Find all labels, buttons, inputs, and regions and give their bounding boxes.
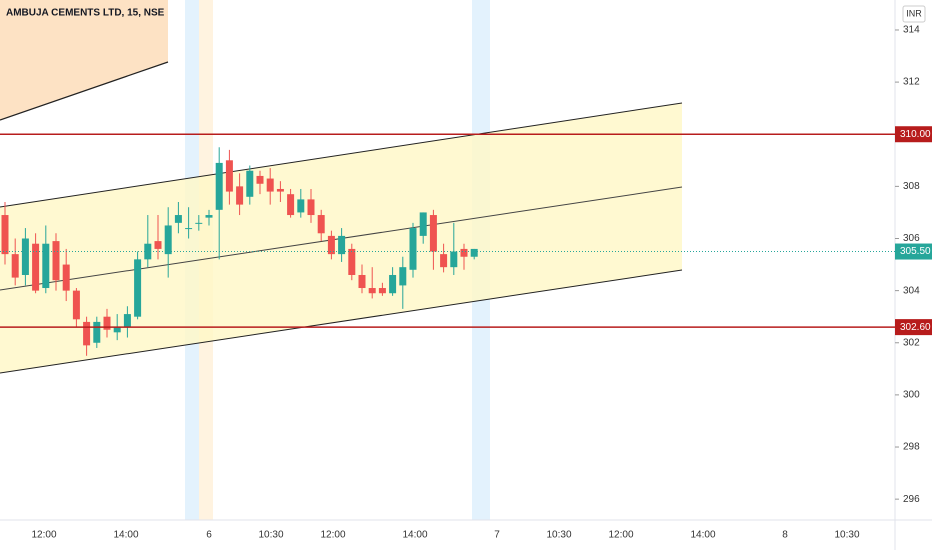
y-tick-label: 296 xyxy=(903,494,920,505)
candle-body xyxy=(409,228,417,270)
candle-body xyxy=(164,225,172,255)
candle-body xyxy=(236,186,244,205)
candle-body xyxy=(42,243,50,289)
x-tick-label: 10:30 xyxy=(546,530,571,541)
candle-body xyxy=(123,314,131,328)
level-tag xyxy=(895,126,932,143)
y-tick-label: 308 xyxy=(903,181,920,192)
y-tick-label: 304 xyxy=(903,285,920,296)
candle-body xyxy=(134,259,142,317)
candle-body xyxy=(358,274,366,289)
x-tick-label: 14:00 xyxy=(690,530,715,541)
level-tag xyxy=(895,319,932,336)
channel-line xyxy=(0,269,683,374)
candle-body xyxy=(205,215,213,218)
candle-body xyxy=(399,267,407,286)
candle-body xyxy=(113,327,121,333)
candle-body xyxy=(72,290,80,320)
candle-body xyxy=(276,188,284,192)
candle-body xyxy=(32,243,40,291)
x-tick-label: 14:00 xyxy=(113,530,138,541)
x-tick-label: 12:00 xyxy=(320,530,345,541)
candle-body xyxy=(460,248,468,257)
last-price-tag xyxy=(895,243,932,260)
candle-body xyxy=(62,264,70,291)
candle-body xyxy=(21,238,29,275)
candle-body xyxy=(1,215,9,255)
x-tick-label: 10:30 xyxy=(834,530,859,541)
candle-body xyxy=(368,288,376,294)
chart-title: AMBUJA CEMENTS LTD, 15, NSE xyxy=(6,8,165,19)
candle-body xyxy=(287,194,295,216)
x-tick-label: 12:00 xyxy=(608,530,633,541)
y-tick-label: 314 xyxy=(903,25,920,36)
candle-body xyxy=(195,222,203,224)
candle-body xyxy=(419,212,427,236)
candle-body xyxy=(266,178,274,192)
candle-body xyxy=(11,254,19,278)
x-tick-label: 8 xyxy=(782,530,788,541)
candle-body xyxy=(348,248,356,275)
x-tick-label: 7 xyxy=(494,530,500,541)
candle-body xyxy=(103,316,111,330)
plot xyxy=(1,147,478,356)
y-tick-label: 302 xyxy=(903,337,920,348)
y-tick-label: 298 xyxy=(903,442,920,453)
candle-body xyxy=(256,175,264,184)
level-label: 302.60 xyxy=(900,322,931,333)
x-tick-label: 12:00 xyxy=(31,530,56,541)
candle-body xyxy=(389,274,397,294)
candle-body xyxy=(154,241,162,249)
candle-body xyxy=(174,215,182,223)
candle-body xyxy=(317,215,325,234)
drawing-area xyxy=(0,0,168,120)
candle-body xyxy=(225,160,233,192)
channel-line xyxy=(0,102,683,208)
candle-body xyxy=(327,235,335,255)
x-tick-label: 10:30 xyxy=(258,530,283,541)
currency-box xyxy=(902,5,926,23)
candle-body xyxy=(440,254,448,268)
candle-body xyxy=(215,162,223,210)
candle-body xyxy=(297,199,305,213)
candle-body xyxy=(93,321,101,343)
candle-body xyxy=(52,241,60,281)
level-label: 310.00 xyxy=(900,129,931,140)
x-tick-label: 6 xyxy=(206,530,212,541)
trend-line xyxy=(0,61,169,121)
candle-body xyxy=(83,321,91,346)
candle-body xyxy=(338,235,346,255)
candle-body xyxy=(470,248,478,257)
y-tick-label: 300 xyxy=(903,390,920,401)
candle-body xyxy=(450,251,458,268)
candle-body xyxy=(246,170,254,197)
currency-label: INR xyxy=(906,8,922,18)
y-tick-label: 312 xyxy=(903,77,920,88)
candle-body xyxy=(185,228,193,230)
x-tick-label: 14:00 xyxy=(402,530,427,541)
candle-body xyxy=(429,215,437,252)
candle-body xyxy=(378,288,386,294)
candle-body xyxy=(307,199,315,216)
y-tick-label: 306 xyxy=(903,233,920,244)
last-price-label: 305.50 xyxy=(900,246,931,257)
